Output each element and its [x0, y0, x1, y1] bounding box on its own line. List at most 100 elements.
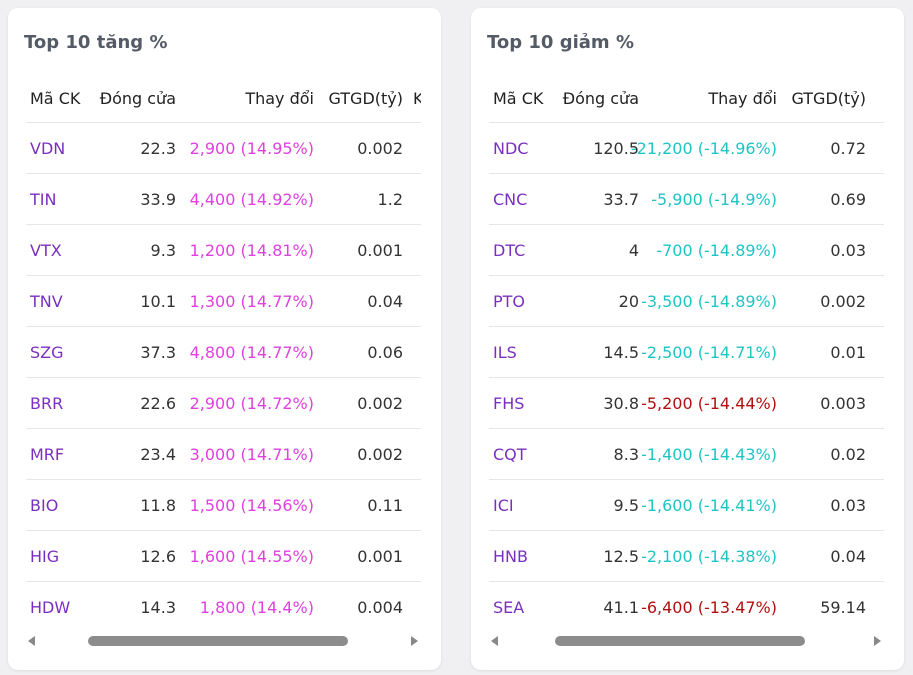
close-price: 14.3 — [140, 598, 176, 617]
trade-value: 0.03 — [830, 496, 866, 515]
trade-value: 0.04 — [830, 547, 866, 566]
stock-code[interactable]: TNV — [30, 292, 63, 311]
stock-code[interactable]: FHS — [493, 394, 525, 413]
table-row[interactable]: TNV 10.1 1,300 (14.77%) 0.04 — [26, 276, 421, 327]
price-change: -3,500 (-14.89%) — [641, 292, 777, 311]
price-change: -5,200 (-14.44%) — [641, 394, 777, 413]
close-price: 120.5 — [593, 139, 639, 158]
table-row[interactable]: DTC 4 -700 (-14.89%) 0.03 — [489, 225, 884, 276]
close-price: 23.4 — [140, 445, 176, 464]
table-row[interactable]: VTX 9.3 1,200 (14.81%) 0.001 — [26, 225, 421, 276]
table-row[interactable]: MRF 23.4 3,000 (14.71%) 0.002 — [26, 429, 421, 480]
table-row[interactable]: FHS 30.8 -5,200 (-14.44%) 0.003 — [489, 378, 884, 429]
stock-code[interactable]: VTX — [30, 241, 62, 260]
trade-value: 0.002 — [820, 292, 866, 311]
table-row[interactable]: HIG 12.6 1,600 (14.55%) 0.001 — [26, 531, 421, 582]
gainers-table: Mã CK Đóng cửa Thay đổi GTGD(tỷ) K VDN 22… — [26, 74, 421, 630]
trade-value: 0.001 — [357, 241, 403, 260]
price-change: -1,600 (-14.41%) — [641, 496, 777, 515]
close-price: 12.5 — [603, 547, 639, 566]
stock-code[interactable]: MRF — [30, 445, 65, 464]
header-code: Mã CK — [493, 89, 544, 108]
table-row[interactable]: CNC 33.7 -5,900 (-14.9%) 0.69 — [489, 174, 884, 225]
header-change: Thay đổi — [245, 89, 314, 108]
table-row[interactable]: ICI 9.5 -1,600 (-14.41%) 0.03 — [489, 480, 884, 531]
price-change: 4,400 (14.92%) — [189, 190, 314, 209]
table-row[interactable]: HNB 12.5 -2,100 (-14.38%) 0.04 — [489, 531, 884, 582]
trade-value: 0.001 — [357, 547, 403, 566]
header-change: Thay đổi — [708, 89, 777, 108]
table-row[interactable]: HDW 14.3 1,800 (14.4%) 0.004 — [26, 582, 421, 630]
stock-code[interactable]: HNB — [493, 547, 528, 566]
stock-code[interactable]: HIG — [30, 547, 60, 566]
horizontal-scrollbar[interactable] — [24, 634, 422, 648]
close-price: 20 — [618, 292, 639, 311]
stock-code[interactable]: TIN — [30, 190, 57, 209]
table-row[interactable]: SZG 37.3 4,800 (14.77%) 0.06 — [26, 327, 421, 378]
table-row[interactable]: TIN 33.9 4,400 (14.92%) 1.2 — [26, 174, 421, 225]
stock-code[interactable]: BRR — [30, 394, 64, 413]
stock-code[interactable]: VDN — [30, 139, 66, 158]
stock-code[interactable]: ICI — [493, 496, 514, 515]
close-price: 9.3 — [150, 241, 176, 260]
table-row[interactable]: NDC 120.5 -21,200 (-14.96%) 0.72 — [489, 123, 884, 174]
horizontal-scrollbar[interactable] — [487, 634, 885, 648]
close-price: 22.6 — [140, 394, 176, 413]
close-price: 8.3 — [613, 445, 639, 464]
stock-code[interactable]: ILS — [493, 343, 517, 362]
stock-code[interactable]: SEA — [493, 598, 525, 617]
table-row[interactable]: VDN 22.3 2,900 (14.95%) 0.002 — [26, 123, 421, 174]
card-title: Top 10 giảm % — [487, 32, 634, 53]
table-row[interactable]: SEA 41.1 -6,400 (-13.47%) 59.14 — [489, 582, 884, 630]
arrow-left-icon[interactable] — [28, 636, 35, 646]
trade-value: 0.02 — [830, 445, 866, 464]
table-row[interactable]: ILS 14.5 -2,500 (-14.71%) 0.01 — [489, 327, 884, 378]
price-change: 3,000 (14.71%) — [189, 445, 314, 464]
table-viewport[interactable]: Mã CK Đóng cửa Thay đổi GTGD(tỷ) NDC 120.… — [489, 74, 884, 630]
arrow-right-icon[interactable] — [411, 636, 418, 646]
stock-code[interactable]: HDW — [30, 598, 71, 617]
table-row[interactable]: PTO 20 -3,500 (-14.89%) 0.002 — [489, 276, 884, 327]
table-row[interactable]: BIO 11.8 1,500 (14.56%) 0.11 — [26, 480, 421, 531]
stock-code[interactable]: CQT — [493, 445, 527, 464]
price-change: 1,300 (14.77%) — [189, 292, 314, 311]
arrow-right-icon[interactable] — [874, 636, 881, 646]
price-change: 1,600 (14.55%) — [189, 547, 314, 566]
trade-value: 0.004 — [357, 598, 403, 617]
header-close: Đóng cửa — [99, 89, 176, 108]
price-change: 1,500 (14.56%) — [189, 496, 314, 515]
trade-value: 0.002 — [357, 139, 403, 158]
arrow-left-icon[interactable] — [491, 636, 498, 646]
table-row[interactable]: BRR 22.6 2,900 (14.72%) 0.002 — [26, 378, 421, 429]
table-header: Mã CK Đóng cửa Thay đổi GTGD(tỷ) K — [26, 74, 421, 123]
close-price: 12.6 — [140, 547, 176, 566]
stock-code[interactable]: CNC — [493, 190, 528, 209]
close-price: 9.5 — [613, 496, 639, 515]
price-change: -2,100 (-14.38%) — [641, 547, 777, 566]
price-change: 4,800 (14.77%) — [189, 343, 314, 362]
close-price: 10.1 — [140, 292, 176, 311]
scrollbar-thumb[interactable] — [555, 636, 805, 646]
trade-value: 0.002 — [357, 394, 403, 413]
losers-table: Mã CK Đóng cửa Thay đổi GTGD(tỷ) NDC 120.… — [489, 74, 884, 630]
trade-value: 0.04 — [367, 292, 403, 311]
stock-code[interactable]: PTO — [493, 292, 526, 311]
close-price: 30.8 — [603, 394, 639, 413]
close-price: 33.9 — [140, 190, 176, 209]
header-code: Mã CK — [30, 89, 81, 108]
stock-code[interactable]: BIO — [30, 496, 59, 515]
trade-value: 0.72 — [830, 139, 866, 158]
trade-value: 0.03 — [830, 241, 866, 260]
price-change: 1,800 (14.4%) — [199, 598, 314, 617]
stock-code[interactable]: DTC — [493, 241, 526, 260]
close-price: 11.8 — [140, 496, 176, 515]
table-row[interactable]: CQT 8.3 -1,400 (-14.43%) 0.02 — [489, 429, 884, 480]
scrollbar-thumb[interactable] — [88, 636, 348, 646]
stock-code[interactable]: SZG — [30, 343, 64, 362]
stock-code[interactable]: NDC — [493, 139, 529, 158]
close-price: 22.3 — [140, 139, 176, 158]
price-change: -6,400 (-13.47%) — [641, 598, 777, 617]
table-viewport[interactable]: Mã CK Đóng cửa Thay đổi GTGD(tỷ) K VDN 22… — [26, 74, 421, 630]
header-extra: K — [413, 89, 421, 108]
trade-value: 0.69 — [830, 190, 866, 209]
